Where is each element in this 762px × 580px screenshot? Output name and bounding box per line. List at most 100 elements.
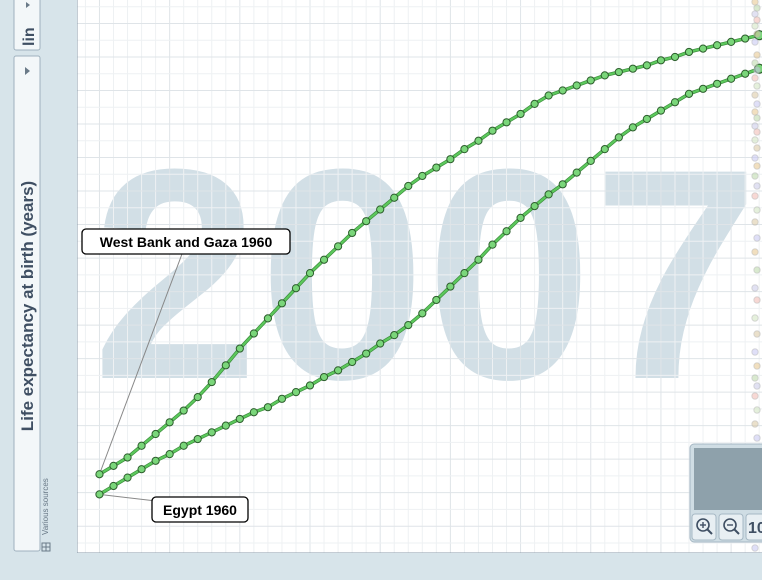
data-point[interactable] [741,69,750,78]
data-point[interactable] [390,193,399,202]
data-point[interactable] [642,114,651,124]
data-point[interactable] [376,339,385,348]
data-point[interactable] [488,126,497,135]
data-point[interactable] [179,406,188,415]
data-point[interactable] [446,155,455,164]
other-country-bubble[interactable] [753,406,761,414]
data-point[interactable] [656,106,666,115]
table-icon[interactable] [41,542,51,552]
data-point[interactable] [474,136,483,145]
data-point[interactable] [235,344,244,353]
data-point[interactable] [390,331,399,340]
data-point[interactable] [558,180,567,189]
data-point[interactable] [530,202,539,211]
data-point[interactable] [277,394,287,403]
zoom-level-button[interactable]: 10 [745,513,762,541]
other-country-bubble[interactable] [751,122,759,130]
other-country-bubble[interactable] [751,59,759,67]
other-country-bubble[interactable] [751,192,759,200]
annotation-label[interactable]: Egypt 1960 [151,496,249,523]
other-country-bubble[interactable] [751,10,759,18]
data-point[interactable] [348,357,357,367]
data-point[interactable] [488,240,497,249]
data-point[interactable] [137,441,146,450]
other-country-bubble[interactable] [753,16,761,24]
other-country-bubble[interactable] [751,248,759,256]
data-point[interactable] [362,349,371,358]
other-country-bubble[interactable] [753,206,761,214]
data-point[interactable] [165,450,174,459]
data-point[interactable] [698,84,708,93]
data-point[interactable] [586,76,595,85]
data-point[interactable] [712,41,722,50]
data-point[interactable] [362,217,371,226]
data-point[interactable] [305,269,315,278]
data-point[interactable] [460,145,469,154]
data-point[interactable] [193,393,202,402]
other-country-bubble[interactable] [753,66,761,74]
other-country-bubble[interactable] [751,136,759,144]
data-point[interactable] [137,465,146,474]
data-point[interactable] [207,377,216,387]
data-point[interactable] [123,453,132,462]
data-point[interactable] [530,99,539,108]
other-country-bubble[interactable] [753,100,761,108]
data-point[interactable] [193,434,202,444]
data-point[interactable] [165,418,174,427]
data-point[interactable] [418,309,427,318]
other-country-bubble[interactable] [753,362,761,370]
annotation-label[interactable]: West Bank and Gaza 1960 [81,228,291,255]
data-point[interactable] [109,481,118,491]
data-point[interactable] [656,56,666,65]
other-country-bubble[interactable] [753,114,761,122]
zoom-in-button[interactable] [691,513,717,541]
data-point[interactable] [502,227,511,236]
other-country-bubble[interactable] [751,154,759,162]
other-country-bubble[interactable] [753,144,761,152]
data-point[interactable] [642,61,651,70]
other-country-bubble[interactable] [751,22,759,30]
data-point[interactable] [151,429,160,439]
data-point[interactable] [319,372,329,382]
data-point[interactable] [586,156,595,165]
other-country-bubble[interactable] [753,4,761,12]
data-point[interactable] [151,456,160,465]
data-point[interactable] [404,320,413,330]
data-point[interactable] [572,168,581,177]
data-point[interactable] [263,403,273,412]
data-point[interactable] [249,329,258,338]
data-point[interactable] [516,213,525,222]
data-point[interactable] [670,98,680,107]
other-country-bubble[interactable] [753,30,761,38]
other-country-bubble[interactable] [753,128,761,136]
other-country-bubble[interactable] [751,74,759,82]
other-country-bubble[interactable] [753,82,761,90]
data-point[interactable] [95,470,104,479]
data-point[interactable] [474,255,483,264]
other-country-bubble[interactable] [751,392,759,400]
data-point[interactable] [333,366,343,375]
data-point[interactable] [516,109,525,119]
data-point[interactable] [684,47,694,57]
data-point[interactable] [291,388,301,397]
other-country-bubble[interactable] [751,374,759,382]
data-point[interactable] [614,133,623,142]
data-point[interactable] [600,145,609,154]
data-point[interactable] [544,190,553,199]
data-point[interactable] [572,81,581,90]
data-point[interactable] [727,37,736,46]
data-point[interactable] [404,181,413,191]
data-point[interactable] [277,299,287,308]
data-point[interactable] [249,408,258,417]
other-country-bubble[interactable] [753,182,761,190]
other-country-bubble[interactable] [751,108,759,116]
other-country-bubble[interactable] [751,218,759,226]
data-point[interactable] [698,44,708,53]
data-point[interactable] [432,295,441,305]
other-country-bubble[interactable] [753,382,761,390]
data-point[interactable] [418,171,427,181]
data-point[interactable] [727,74,736,83]
data-point[interactable] [263,314,273,323]
other-country-bubble[interactable] [751,38,759,46]
data-point[interactable] [305,381,315,390]
